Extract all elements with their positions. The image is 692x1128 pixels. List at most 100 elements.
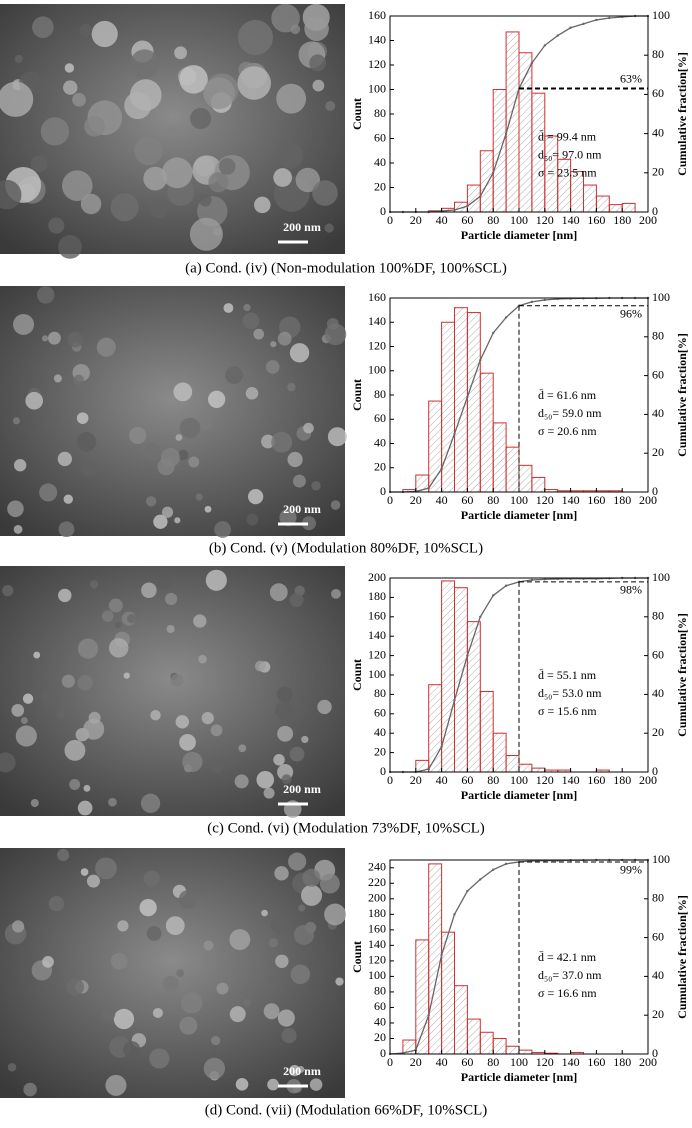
- y-tick-label: 60: [374, 706, 386, 720]
- particle: [312, 180, 338, 206]
- stat-annotation: d̄ = 61.6 nm: [538, 388, 597, 402]
- y-tick-label: 0: [380, 204, 386, 218]
- particle: [277, 725, 294, 742]
- y-tick-label: 40: [374, 725, 386, 739]
- particle: [287, 451, 303, 468]
- y-axis-label: Count: [350, 379, 364, 411]
- particle: [143, 870, 160, 887]
- particle: [288, 852, 307, 871]
- particle: [234, 774, 249, 789]
- cumulative-point: [504, 316, 508, 319]
- particle: [173, 382, 193, 402]
- y2-tick-label: 40: [652, 125, 664, 139]
- x-axis-label: Particle diameter [nm]: [461, 228, 577, 242]
- y-tick-label: 0: [380, 764, 386, 778]
- y2-axis-label: Cumulative fraction[%]: [675, 613, 689, 737]
- cumulative-point: [453, 699, 456, 702]
- caption: (b) Cond. (v) (Modulation 80%DF, 10%SCL): [209, 540, 483, 556]
- particle: [254, 196, 271, 214]
- particle: [274, 701, 294, 721]
- particle: [303, 422, 314, 434]
- y-tick-label: 160: [368, 922, 386, 936]
- bar: [479, 1031, 494, 1055]
- particle: [281, 774, 292, 785]
- y2-axis-label: Cumulative fraction[%]: [675, 333, 689, 457]
- particle: [289, 746, 305, 762]
- particle: [91, 20, 118, 48]
- particle: [176, 969, 185, 978]
- y-tick-label: 0: [380, 1046, 386, 1060]
- particle: [309, 54, 327, 72]
- particle: [80, 193, 102, 215]
- bar: [531, 476, 546, 493]
- y-tick-label: 200: [368, 570, 386, 584]
- x-tick-label: 120: [536, 493, 554, 507]
- particle: [13, 313, 35, 335]
- cumulative-point: [504, 862, 508, 866]
- y2-tick-label: 100: [652, 852, 670, 866]
- particle: [12, 417, 20, 425]
- particle: [123, 672, 130, 679]
- particle: [268, 938, 279, 948]
- x-tick-label: 0: [387, 213, 393, 227]
- x-tick-label: 40: [436, 1055, 448, 1069]
- particle: [58, 521, 75, 538]
- particle: [37, 286, 55, 304]
- x-tick-label: 140: [562, 1055, 580, 1069]
- cumulative-point: [466, 395, 469, 399]
- particle: [22, 693, 34, 704]
- bar: [492, 732, 507, 773]
- particle: [275, 954, 289, 968]
- particle: [237, 19, 273, 56]
- x-tick-label: 100: [510, 493, 528, 507]
- particle: [41, 335, 49, 342]
- cumulative-point: [608, 16, 611, 20]
- y-tick-label: 80: [374, 984, 386, 998]
- particle: [289, 343, 310, 363]
- bar: [595, 195, 610, 213]
- bar: [492, 1037, 507, 1055]
- particle: [261, 434, 275, 449]
- cumulative-point: [530, 61, 534, 65]
- y-tick-label: 160: [368, 8, 386, 22]
- x-tick-label: 200: [639, 1055, 657, 1069]
- cumulative-point: [427, 486, 430, 490]
- particle: [146, 926, 162, 941]
- x-tick-label: 20: [410, 1055, 422, 1069]
- particle: [113, 1008, 135, 1030]
- y-tick-label: 140: [368, 628, 386, 642]
- particle: [287, 382, 296, 392]
- x-tick-label: 200: [639, 773, 657, 787]
- y-tick-label: 220: [368, 875, 386, 889]
- particle: [175, 434, 183, 441]
- particle: [25, 391, 44, 410]
- y-tick-label: 240: [368, 860, 386, 874]
- particle: [174, 46, 188, 60]
- particle: [178, 890, 198, 909]
- particle: [277, 1009, 295, 1027]
- y2-tick-label: 100: [652, 290, 670, 304]
- bar: [583, 184, 597, 213]
- caption: (a) Cond. (iv) (Non-modulation 100%DF, 1…: [185, 260, 507, 276]
- particle: [177, 449, 189, 461]
- particle: [0, 81, 34, 117]
- y-tick-label: 60: [374, 999, 386, 1013]
- x-tick-label: 180: [613, 773, 631, 787]
- particle: [274, 866, 289, 881]
- y-tick-label: 100: [368, 363, 386, 377]
- cumulative-point: [427, 1014, 430, 1017]
- particle: [263, 787, 275, 799]
- particle: [317, 699, 332, 715]
- y2-tick-label: 0: [652, 1046, 658, 1060]
- bar: [454, 307, 468, 493]
- x-tick-label: 60: [461, 1055, 473, 1069]
- particle: [15, 725, 37, 747]
- particle: [302, 868, 321, 887]
- x-axis-label: Particle diameter [nm]: [461, 788, 577, 802]
- x-tick-label: 20: [410, 773, 422, 787]
- y-tick-label: 120: [368, 953, 386, 967]
- stat-annotation: d₅₀= 59.0 nm: [538, 406, 602, 420]
- particle: [279, 509, 297, 527]
- particle: [309, 1078, 323, 1091]
- stat-annotation: d₅₀= 37.0 nm: [538, 968, 602, 982]
